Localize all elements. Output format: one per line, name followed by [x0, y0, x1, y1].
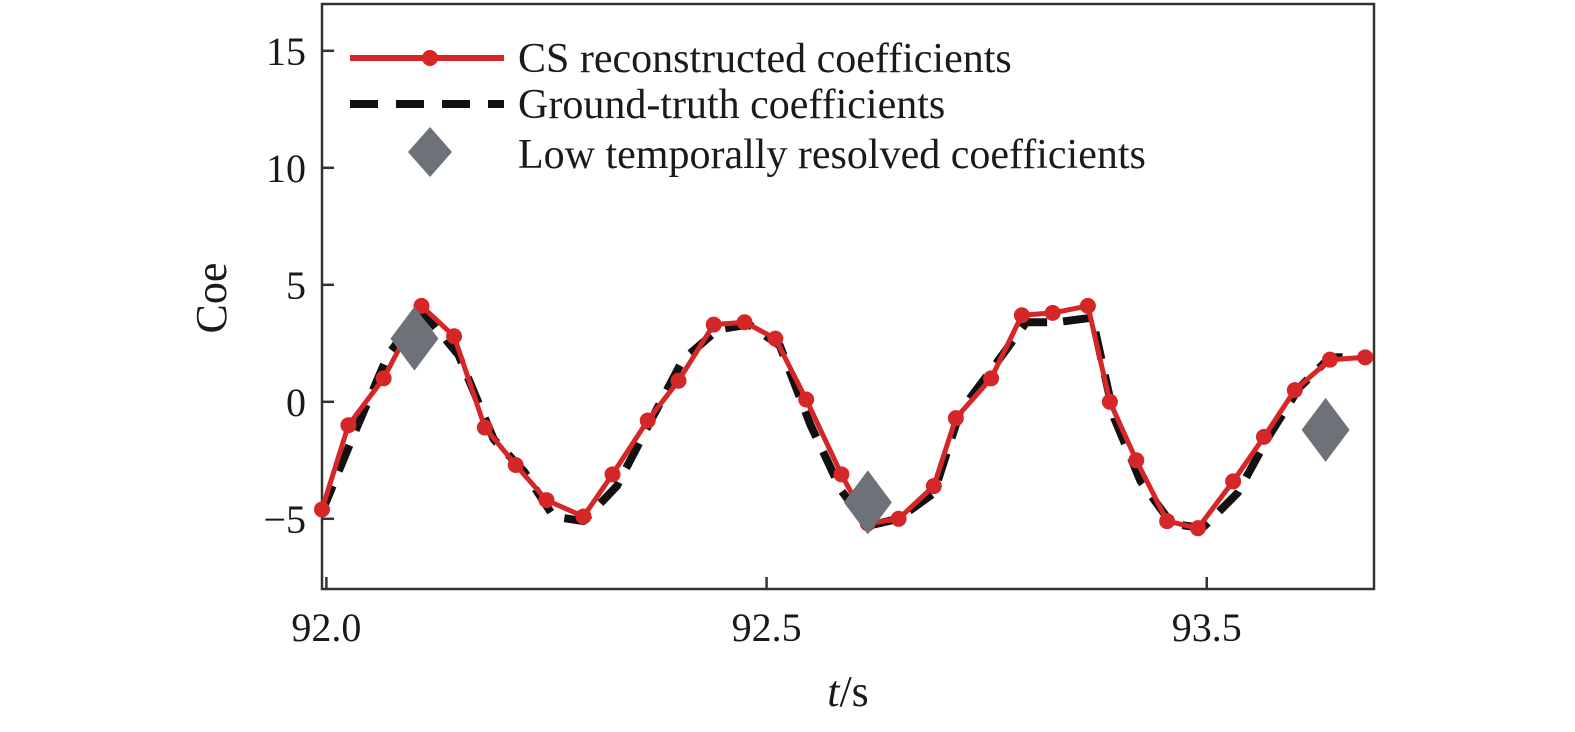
x-axis: 92.0 92.5 93.5 [291, 577, 1242, 650]
reconstructed-point [1128, 452, 1145, 469]
x-tick-label: 92.5 [732, 605, 802, 650]
reconstructed-point [375, 370, 392, 387]
reconstructed-point [604, 466, 621, 483]
reconstructed-point [1044, 304, 1061, 321]
reconstructed-point [833, 466, 850, 483]
reconstructed-point [736, 314, 753, 331]
legend-label-ground-truth: Ground-truth coefficients [518, 82, 945, 128]
y-tick-label: 0 [286, 380, 306, 425]
reconstructed-point [1189, 520, 1206, 537]
reconstructed-point [1079, 297, 1096, 314]
reconstructed-point [705, 316, 722, 333]
reconstructed-point [340, 417, 357, 434]
reconstructed-point [1357, 349, 1374, 366]
legend-label-low-resolved: Low temporally resolved coefficients [518, 132, 1146, 178]
low-resolved-point [1301, 397, 1350, 462]
y-axis: −5 0 5 10 15 [263, 29, 334, 542]
reconstructed-point [670, 372, 687, 389]
legend: CS reconstructed coefficients Ground-tru… [350, 36, 1146, 178]
series-layer [314, 297, 1374, 537]
legend-entry-reconstructed: CS reconstructed coefficients [350, 36, 1012, 82]
reconstructed-point [1159, 513, 1176, 530]
reconstructed-point [983, 370, 1000, 387]
reconstructed-point [1286, 382, 1303, 399]
y-tick-label: −5 [263, 497, 306, 542]
reconstructed-point [1013, 307, 1030, 324]
y-tick-label: 10 [266, 146, 306, 191]
reconstructed-point [798, 391, 815, 408]
reconstructed-point [1321, 351, 1338, 368]
reconstructed-point [446, 328, 463, 345]
legend-low-resolved-marker [408, 127, 452, 177]
reconstructed-point [1225, 473, 1242, 490]
legend-entry-ground-truth: Ground-truth coefficients [350, 82, 945, 128]
reconstructed-point [767, 330, 784, 347]
legend-label-reconstructed: CS reconstructed coefficients [518, 36, 1012, 82]
low-resolved-point [390, 306, 439, 371]
y-tick-label: 5 [286, 263, 306, 308]
reconstructed-point [1255, 428, 1272, 445]
reconstructed-point [314, 501, 330, 518]
legend-entry-low-resolved: Low temporally resolved coefficients [408, 127, 1146, 178]
reconstructed-point [538, 492, 555, 509]
reconstructed-point [476, 419, 493, 436]
reconstructed-point [413, 297, 430, 314]
y-tick-label: 15 [266, 29, 306, 74]
legend-reconstructed-marker [422, 50, 438, 66]
reconstructed-point [925, 478, 942, 495]
reconstructed-point [1101, 393, 1118, 410]
reconstructed-point [890, 510, 907, 527]
reconstructed-point [575, 508, 592, 525]
reconstructed-point [947, 410, 964, 427]
x-tick-label: 93.5 [1172, 605, 1242, 650]
low-resolved-point [843, 470, 892, 535]
x-tick-label: 92.0 [291, 605, 361, 650]
reconstructed-point [507, 456, 524, 473]
reconstructed-point [639, 412, 656, 429]
x-axis-label: t/s [827, 667, 869, 716]
y-axis-label: Coe [187, 263, 236, 334]
